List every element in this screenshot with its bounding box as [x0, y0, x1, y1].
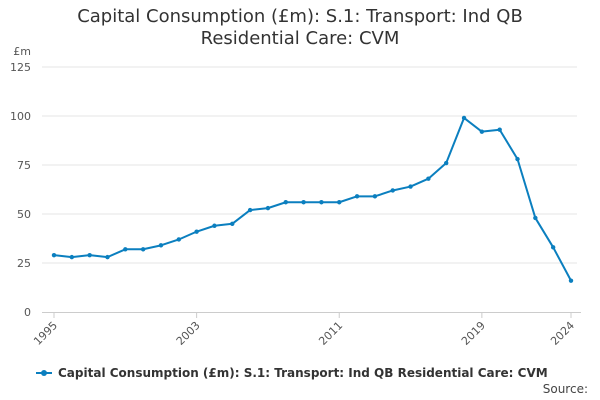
series-layer [51, 115, 574, 283]
data-point [283, 200, 288, 205]
data-point [194, 229, 199, 234]
data-point [533, 215, 538, 221]
data-point [230, 221, 235, 226]
data-point [408, 184, 413, 189]
x-tick-label: 1995 [31, 319, 60, 348]
data-point [158, 243, 164, 248]
source-label: Source: [542, 382, 588, 396]
legend-series-marker-icon [36, 367, 52, 379]
x-tick-label: 2024 [548, 319, 577, 348]
data-point [372, 194, 378, 199]
data-point [265, 205, 271, 211]
legend[interactable]: Capital Consumption (£m): S.1: Transport… [36, 364, 548, 382]
y-tick-label: 50 [17, 208, 31, 221]
x-tick-label: 2003 [174, 319, 203, 348]
data-point [87, 252, 92, 258]
data-point [123, 247, 128, 252]
data-point [105, 254, 110, 260]
series-line [53, 116, 572, 282]
y-tick-label: 25 [17, 257, 31, 270]
y-tick-label: 0 [24, 306, 31, 319]
data-point [337, 200, 342, 205]
data-point [515, 156, 520, 162]
x-tick-label: 2019 [459, 319, 488, 348]
data-point [354, 194, 360, 199]
data-point [69, 254, 75, 260]
data-point [568, 278, 574, 283]
y-tick-label: 100 [10, 110, 31, 123]
chart-title-line-1: Capital Consumption (£m): S.1: Transport… [77, 6, 523, 27]
data-point [461, 115, 467, 121]
data-point [319, 200, 324, 205]
y-axis-label: £m [13, 45, 31, 58]
gridlines [42, 66, 577, 264]
data-point [497, 127, 502, 132]
data-point [301, 200, 306, 205]
data-point [140, 247, 146, 252]
data-point [444, 160, 449, 166]
data-point [390, 188, 395, 193]
x-tick-label: 2011 [316, 319, 345, 348]
data-point [479, 129, 485, 134]
y-tick-label: 125 [10, 61, 31, 74]
data-point [247, 207, 253, 213]
chart-title: Capital Consumption (£m): S.1: Transport… [0, 6, 600, 50]
chart-title-line-2: Residential Care: CVM [200, 28, 400, 49]
data-point [426, 176, 431, 181]
data-point [51, 252, 57, 258]
data-point [212, 223, 217, 228]
y-tick-label: 75 [17, 159, 31, 172]
axes: 0 25 50 75 100 125 £m 1995 2003 2011 2019 2024 [10, 45, 581, 348]
legend-series-label: Capital Consumption (£m): S.1: Transport… [58, 366, 548, 380]
data-point [176, 237, 181, 242]
data-point [550, 245, 556, 250]
